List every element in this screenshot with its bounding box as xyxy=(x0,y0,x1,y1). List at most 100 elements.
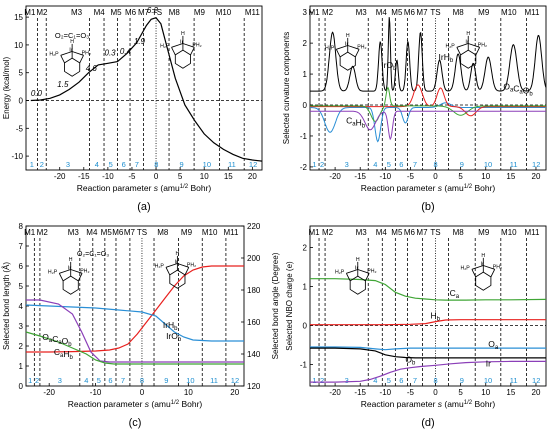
y-tick-label-right: 120 xyxy=(247,382,261,391)
top-label-m4: M4 xyxy=(376,8,388,17)
phase-number-3: 3 xyxy=(58,376,62,385)
x-tick-label: 5 xyxy=(458,172,463,181)
pyridine-ring xyxy=(62,275,79,295)
phase-number-2: 2 xyxy=(35,376,39,385)
energy-label-3: 0.3 xyxy=(105,48,117,57)
x-tick-label: 20 xyxy=(248,172,257,181)
phase-number-2: 2 xyxy=(320,376,324,385)
ir-atom: Ir xyxy=(465,40,469,46)
x-tick-label: -10 xyxy=(380,388,392,397)
phase-number-5: 5 xyxy=(387,376,391,385)
ir-p-bond-right xyxy=(468,43,480,48)
phase-number-1: 1 xyxy=(30,160,34,169)
series-label-4: Ir xyxy=(486,358,491,368)
top-label-ts: TS xyxy=(137,228,147,237)
complex-structure-right: Ir H₂P PH₂ H xyxy=(445,31,487,69)
hydride: H xyxy=(346,33,350,39)
y-tick-label: 6 xyxy=(19,262,24,271)
hydride: H xyxy=(181,31,185,37)
ir-p-bond-left xyxy=(456,43,469,48)
top-label-m1: M1 xyxy=(308,8,320,17)
y-tick-label: 3 xyxy=(303,8,308,17)
phase-number-11: 11 xyxy=(510,376,518,385)
y-tick-label: 1 xyxy=(303,70,308,79)
phase-number-1: 1 xyxy=(312,160,316,169)
top-label-m8: M8 xyxy=(169,8,181,17)
ph2-left: H₂P xyxy=(461,265,471,271)
plot-frame xyxy=(309,5,547,171)
x-tick-label: -15 xyxy=(78,172,90,181)
y-tick-label-right: 200 xyxy=(247,254,261,263)
x-tick-label: -20 xyxy=(54,172,66,181)
y-tick-label: 0 xyxy=(303,322,308,331)
ir-p-bond-left xyxy=(59,269,71,274)
x-tick-label: 20 xyxy=(532,172,541,181)
ph2-right: PH₂ xyxy=(357,44,366,50)
complex-structure-left: Ir H₂P PH₂ H xyxy=(325,33,367,71)
series-IrOb xyxy=(25,304,244,342)
top-label-m6: M6 xyxy=(404,228,416,237)
y-tick-label: -2 xyxy=(300,163,308,172)
x-tick-label: -15 xyxy=(354,172,366,181)
phase-number-7: 7 xyxy=(413,376,417,385)
x-axis-label: Reaction parameter s (amu1/2 Bohr) xyxy=(77,183,212,193)
ch2-left xyxy=(58,273,64,282)
y-tick-label-right: 220 xyxy=(247,222,261,231)
phase-number-10: 10 xyxy=(203,160,211,169)
y-tick-label: 4 xyxy=(19,302,24,311)
series-label-1: Hb xyxy=(431,310,441,322)
x-tick-label: -10 xyxy=(380,172,392,181)
ir-p-bond-left xyxy=(336,45,348,50)
x-tick-label: 0 xyxy=(433,388,438,397)
top-label-m2: M2 xyxy=(322,228,334,237)
ir-p-bond-left xyxy=(346,269,358,274)
pyridine-ring xyxy=(460,49,477,69)
series-label-3: CaHb xyxy=(346,116,366,130)
panel-label: (a) xyxy=(137,201,150,213)
curvature-caHb xyxy=(310,102,546,143)
ir-p-bond-left xyxy=(165,263,178,268)
y-tick-label: -10 xyxy=(11,152,23,161)
ch2-left xyxy=(456,47,462,56)
series-label-2: Oa xyxy=(488,339,499,351)
ph2-left: H₂P xyxy=(49,51,59,57)
ph2-left: H₂P xyxy=(160,43,170,49)
phase-number-4: 4 xyxy=(373,376,377,385)
y-tick-label: 3 xyxy=(19,322,24,331)
top-label-ts: TS xyxy=(430,8,440,17)
y-axis-label-left: Selected bond length (Å) xyxy=(2,262,11,350)
pyridine-ring xyxy=(475,271,492,291)
panel-label: (d) xyxy=(421,417,434,429)
top-label-m8: M8 xyxy=(157,228,169,237)
phase-number-9: 9 xyxy=(460,376,464,385)
top-label-m6: M6 xyxy=(404,8,416,17)
ch2-right xyxy=(475,47,481,56)
top-label-m3: M3 xyxy=(71,8,83,17)
phase-number-10: 10 xyxy=(186,376,194,385)
ph2-right: PH₂ xyxy=(493,264,502,270)
ch2-right xyxy=(77,273,83,282)
phase-number-9: 9 xyxy=(460,160,464,169)
top-label-m1: M1 xyxy=(308,228,320,237)
ph2-right: PH₂ xyxy=(187,262,196,268)
x-axis-label: Reaction parameter s (amu1/2 Bohr) xyxy=(361,183,496,193)
ir-atom: Ir xyxy=(480,262,484,268)
complex-structure-left: Ir H₂P PH₂ H xyxy=(335,257,377,295)
y-tick-label: 15 xyxy=(14,13,23,22)
y-tick-label: 10 xyxy=(14,41,23,50)
pyridine-ring xyxy=(169,269,186,289)
phase-number-5: 5 xyxy=(387,160,391,169)
phase-number-11: 11 xyxy=(228,160,236,169)
x-tick-label: -20 xyxy=(329,388,341,397)
x-tick-label: 0 xyxy=(140,388,145,397)
ir-p-bond-right xyxy=(177,263,189,268)
phase-number-6: 6 xyxy=(399,160,403,169)
co2-formula: O₂=C₁=O₃ xyxy=(77,251,109,258)
x-tick-label: -20 xyxy=(329,172,341,181)
energy-label-5: 1.9 xyxy=(134,37,146,46)
series-label-1: IrHb xyxy=(439,52,454,64)
x-axis-label: Reaction parameter s (amu1/2 Bohr) xyxy=(361,399,496,409)
x-tick-label: 15 xyxy=(506,172,515,181)
ir-p-bond-right xyxy=(483,265,495,270)
